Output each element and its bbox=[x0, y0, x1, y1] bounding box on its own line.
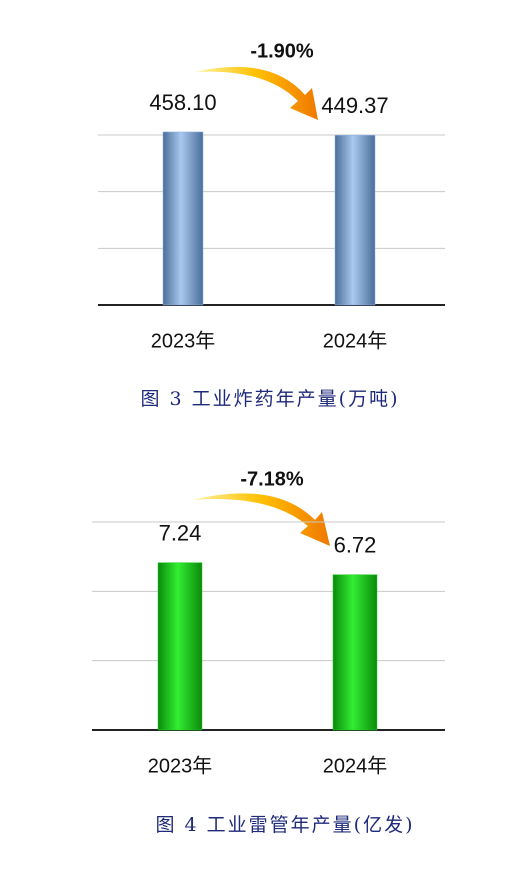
bar bbox=[162, 131, 204, 306]
change-arrow bbox=[192, 493, 330, 546]
x-tick-label: 2023年 bbox=[148, 754, 213, 777]
x-tick-label: 2024年 bbox=[323, 754, 388, 777]
value-label: 7.24 bbox=[159, 520, 202, 545]
change-annotation: -7.18% bbox=[240, 468, 304, 490]
bar bbox=[157, 562, 203, 731]
value-label: 458.10 bbox=[149, 90, 216, 115]
x-tick-label: 2023年 bbox=[151, 329, 216, 352]
change-annotation: -1.90% bbox=[250, 40, 314, 62]
chart-caption: 图 4 工业雷管年产量(亿发) bbox=[156, 814, 415, 836]
bar bbox=[334, 134, 376, 306]
value-label: 6.72 bbox=[334, 533, 377, 558]
bar bbox=[332, 574, 378, 731]
change-arrow bbox=[195, 66, 318, 120]
value-label: 449.37 bbox=[321, 93, 388, 118]
chart-caption: 图 3 工业炸药年产量(万吨) bbox=[141, 388, 400, 410]
x-tick-label: 2024年 bbox=[323, 329, 388, 352]
